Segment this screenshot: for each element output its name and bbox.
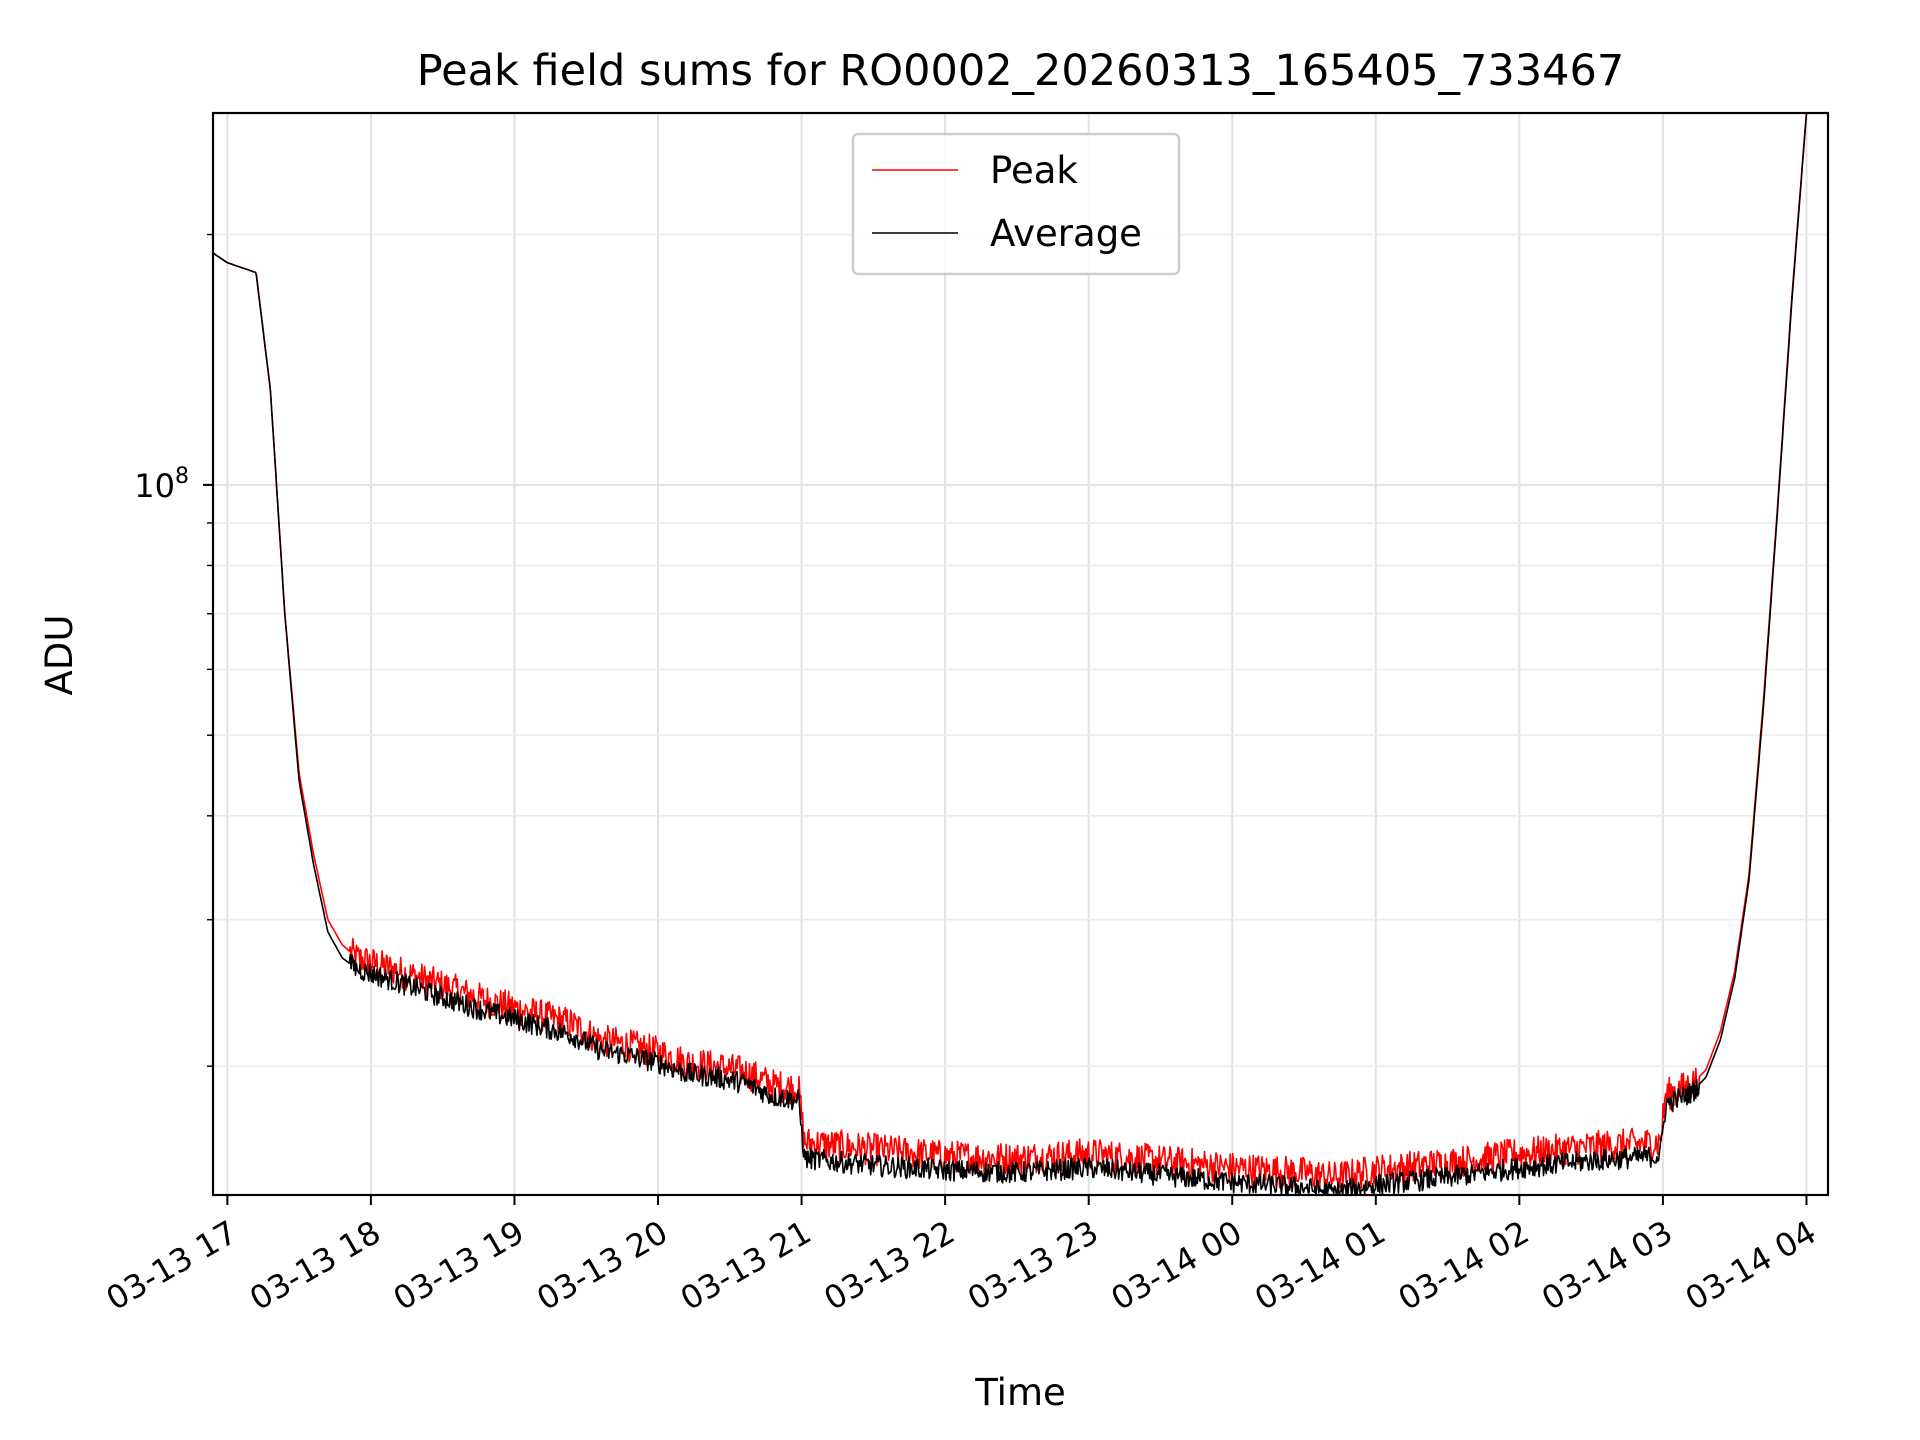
series-layer: [212, 112, 1808, 1196]
y-axis-label: ADU: [38, 615, 81, 696]
legend-peak-label: Peak: [990, 149, 1078, 192]
plot-area-frame: [211, 111, 1830, 1197]
y-tick-label-exponent: 8: [175, 464, 189, 489]
y-tick-label: 108: [134, 464, 189, 505]
series-line-peak: [212, 112, 1808, 1191]
chart-title: Peak field sums for RO0002_20260313_1654…: [417, 46, 1624, 96]
legend-average-label: Average: [990, 212, 1142, 255]
y-tick-label-base: 10: [134, 467, 175, 505]
x-axis-label: Time: [974, 1371, 1066, 1414]
series-line-average: [212, 112, 1808, 1196]
legend: Peak Average: [851, 132, 1181, 276]
legend-box: [851, 132, 1181, 276]
